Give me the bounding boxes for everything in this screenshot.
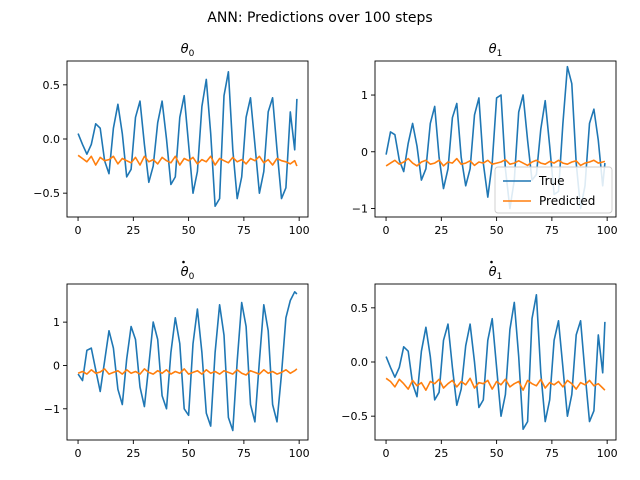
subplot-3: 0 25 50 75 100 −0.5 0.0 0.5 θ1 bbox=[341, 260, 618, 460]
x-tick-label: 0 bbox=[75, 447, 82, 460]
x-tick-label: 75 bbox=[237, 447, 251, 460]
subplot-title-subscript: 1 bbox=[497, 49, 503, 59]
y-tick-label: 1 bbox=[53, 316, 60, 329]
x-tick-label: 100 bbox=[289, 447, 310, 460]
subplot-title-subscript: 0 bbox=[189, 272, 195, 282]
x-tick-label: 25 bbox=[126, 447, 140, 460]
x-tick-label: 75 bbox=[545, 447, 559, 460]
y-tick-label: −0.5 bbox=[33, 187, 60, 200]
subplot-title-subscript: 0 bbox=[189, 49, 195, 59]
x-tick-label: 25 bbox=[434, 447, 448, 460]
subplot-title-symbol: θ bbox=[181, 265, 189, 280]
figure-suptitle: ANN: Predictions over 100 steps bbox=[207, 10, 432, 26]
series-line-true bbox=[77, 71, 298, 207]
series-line-true bbox=[385, 65, 606, 210]
subplot-title: θ0 bbox=[181, 265, 195, 282]
x-tick-label: 0 bbox=[383, 447, 390, 460]
y-tick-label: −1 bbox=[44, 403, 60, 416]
series-line-true bbox=[385, 293, 606, 431]
axes-frame bbox=[374, 60, 617, 218]
legend: True Predicted bbox=[494, 166, 613, 214]
y-tick-label: 0.0 bbox=[351, 356, 369, 369]
series-line-predicted bbox=[385, 377, 606, 392]
x-tick-label: 100 bbox=[289, 224, 310, 237]
subplot-title: θ1 bbox=[489, 265, 503, 282]
subplot-title-dot bbox=[490, 260, 493, 264]
x-tick-label: 100 bbox=[597, 447, 618, 460]
x-tick-label: 75 bbox=[545, 224, 559, 237]
x-tick-label: 25 bbox=[434, 224, 448, 237]
subplot-title-subscript: 1 bbox=[497, 272, 503, 282]
x-tick-label: 75 bbox=[237, 224, 251, 237]
subplot-title-symbol: θ bbox=[489, 42, 497, 57]
x-tick-label: 50 bbox=[182, 447, 196, 460]
subplot-title: θ1 bbox=[489, 42, 503, 59]
subplot-title-symbol: θ bbox=[181, 42, 189, 57]
axes-frame bbox=[66, 283, 309, 441]
x-tick-label: 0 bbox=[383, 224, 390, 237]
y-tick-label: 0.0 bbox=[43, 133, 61, 146]
x-tick-label: 0 bbox=[75, 224, 82, 237]
y-tick-label: −0.5 bbox=[341, 410, 368, 423]
subplot-0: 0 25 50 75 100−0.50.00.5θ0 bbox=[33, 42, 309, 237]
series-line-true bbox=[77, 290, 298, 432]
x-tick-label: 50 bbox=[490, 447, 504, 460]
y-tick-label: 0 bbox=[53, 359, 60, 372]
y-tick-label: 0 bbox=[361, 146, 368, 159]
y-tick-label: 0.5 bbox=[351, 302, 369, 315]
x-tick-label: 25 bbox=[126, 224, 140, 237]
x-tick-label: 50 bbox=[490, 224, 504, 237]
y-tick-label: 1 bbox=[361, 89, 368, 102]
x-tick-label: 100 bbox=[597, 224, 618, 237]
series-line-predicted bbox=[385, 157, 606, 167]
legend-label-true: True bbox=[538, 174, 565, 188]
subplot-title-dot bbox=[182, 260, 185, 264]
legend-label-predicted: Predicted bbox=[539, 194, 595, 208]
series-line-predicted bbox=[77, 368, 298, 376]
y-tick-label: 0.5 bbox=[43, 79, 61, 92]
x-tick-label: 50 bbox=[182, 224, 196, 237]
series-line-predicted bbox=[77, 154, 298, 167]
subplot-title: θ0 bbox=[181, 42, 195, 59]
subplot-title-symbol: θ bbox=[489, 265, 497, 280]
y-tick-label: −1 bbox=[352, 202, 368, 215]
